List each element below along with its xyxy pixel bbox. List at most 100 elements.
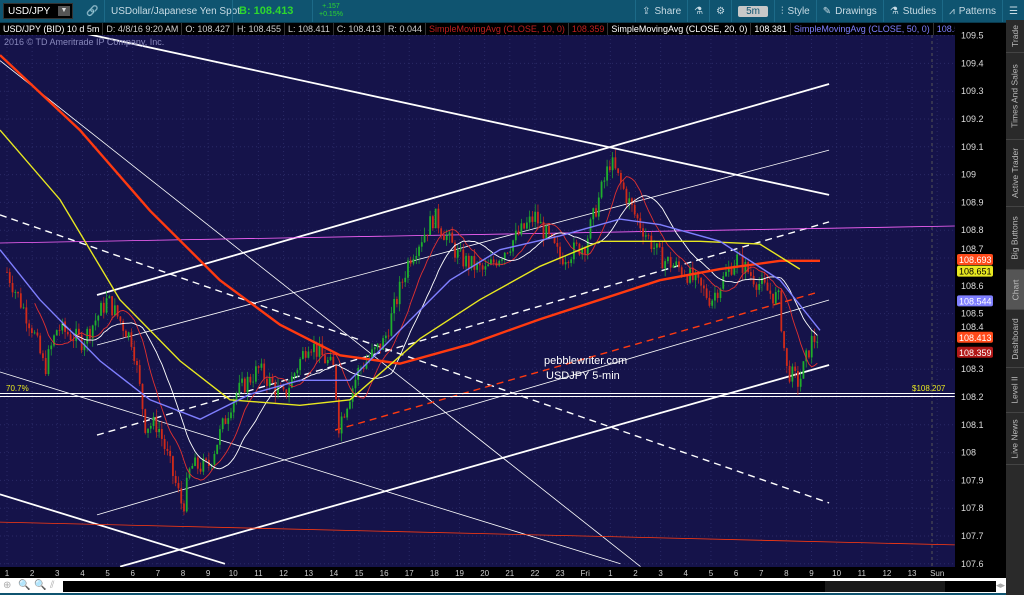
trendline [96, 83, 830, 296]
candle-body [448, 232, 451, 236]
link-icon[interactable]: 🔗 [86, 5, 99, 17]
x-tick-label: 13 [908, 569, 917, 578]
symbol-selector[interactable]: USD/JPY ▼ [3, 3, 73, 19]
candle-body [324, 355, 326, 364]
timeframe-button[interactable]: 5m [731, 0, 774, 22]
candle-body [105, 298, 108, 313]
candle-body [606, 166, 608, 181]
sma20-label[interactable]: SimpleMovingAvg (CLOSE, 20, 0) [608, 23, 752, 35]
candle-body [758, 284, 761, 290]
flask-button[interactable]: ⚗ [687, 0, 709, 22]
sma50-label[interactable]: SimpleMovingAvg (CLOSE, 50, 0) [791, 23, 934, 35]
menu-button[interactable]: ☰ [1002, 0, 1024, 22]
sidebar-tab-dashboard[interactable]: Dashboard [1006, 310, 1024, 368]
candle-body [443, 234, 445, 241]
candle-body [816, 341, 819, 343]
sidebar-tab-times-and-sales[interactable]: Times And Sales [1006, 53, 1024, 140]
candle-body [617, 168, 620, 173]
scroll-bar-area: ⊕ 🔍 🔍 ⫽ ◂▸ [0, 578, 1006, 595]
price-tag: 108.544 [957, 295, 993, 307]
candle-body [177, 482, 180, 489]
x-tick-label: 2 [633, 569, 638, 578]
drawing-tool-icon[interactable]: ⫽ [50, 580, 55, 591]
sidebar-tab-trade[interactable]: Trade [1006, 20, 1024, 53]
drawings-button[interactable]: ✎ Drawings [815, 0, 883, 22]
price-chart[interactable]: 70.7% $108.207 pebblewriter.com USDJPY 5-mi… [0, 14, 955, 568]
candle-body [409, 260, 412, 264]
candle-body [127, 332, 130, 338]
x-tick-label: 21 [505, 569, 514, 578]
candle-body [805, 350, 808, 362]
candle-body [520, 223, 523, 235]
price-axis[interactable]: 109.5 109.4 109.3 109.2 109.1 109 108.9 108.8 10… [955, 23, 1006, 578]
candle-body [235, 393, 238, 400]
y-tick-label: 108 [961, 448, 976, 458]
candle-body [138, 365, 141, 384]
candle-body [600, 181, 603, 198]
sidebar-tab-label: Dashboard [1010, 317, 1020, 360]
candle-body [810, 335, 813, 358]
symbol-description: USDollar/Japanese Yen Spot [104, 0, 240, 22]
candle-body [465, 255, 467, 267]
y-tick-label: 107.7 [961, 531, 984, 541]
candle-body [393, 298, 396, 314]
candle-body [528, 216, 531, 223]
x-tick-label: Fri [581, 569, 591, 578]
candle-body [53, 335, 55, 346]
candle-body [620, 172, 622, 183]
candle-body [100, 302, 102, 316]
candle-body [661, 247, 664, 269]
candle-body [335, 365, 337, 400]
chevron-down-icon[interactable]: ▼ [58, 6, 70, 16]
candle-body [785, 348, 788, 366]
style-button[interactable]: ⫶ Style [774, 0, 816, 22]
x-tick-label: 10 [229, 569, 238, 578]
price-tag-value: 108.693 [959, 255, 992, 265]
candle-body [434, 208, 437, 229]
candle-body [224, 418, 227, 424]
time-axis[interactable]: 1 2 3 4 5 6 7 8 9 10 11 12 13 14 15 16 17 18 19 20 21 22 23 Fri… [0, 567, 955, 578]
candle-body [28, 323, 31, 329]
candle-body [675, 261, 678, 266]
sma10-label[interactable]: SimpleMovingAvg (CLOSE, 10, 0) [426, 23, 569, 35]
candle-body [714, 292, 716, 301]
candle-body [373, 347, 376, 350]
candle-body [581, 247, 584, 255]
sidebar-tab-active-trader[interactable]: Active Trader [1006, 140, 1024, 207]
candle-body [512, 240, 514, 252]
zoom-out-icon[interactable]: 🔍 [34, 580, 47, 591]
sidebar: Trade Times And Sales Active Trader Big But… [1006, 20, 1024, 595]
sidebar-tab-chart[interactable]: Chart [1006, 270, 1024, 310]
candle-body [622, 182, 625, 189]
candle-body [418, 246, 420, 256]
zoom-in-icon[interactable]: 🔍 [18, 580, 31, 591]
candle-body [556, 242, 559, 247]
candle-body [412, 258, 415, 264]
candle-body [340, 416, 343, 434]
studies-button[interactable]: ⚗ Studies [882, 0, 942, 22]
x-tick-label: 15 [355, 569, 364, 578]
chart-plot-area[interactable]: 70.7% $108.207 pebblewriter.com USDJPY 5-mi… [0, 14, 955, 568]
crosshair-icon[interactable]: ⊕ [3, 580, 12, 591]
candle-body [313, 343, 315, 353]
y-tick-label: 109.1 [961, 142, 984, 152]
candle-body [736, 254, 738, 266]
settings-button[interactable]: ⚙ [709, 0, 731, 22]
share-button[interactable]: ⇪ Share [635, 0, 687, 22]
candle-body [575, 242, 578, 244]
x-tick-label: 1 [5, 569, 10, 578]
sidebar-tab-live-news[interactable]: Live News [1006, 413, 1024, 465]
candle-body [462, 249, 465, 267]
x-tick-label: 18 [430, 569, 439, 578]
scrollbar-thumb[interactable] [825, 581, 945, 592]
sidebar-tab-level-ii[interactable]: Level II [1006, 368, 1024, 413]
expand-icon[interactable]: ◂▸ [996, 580, 1006, 590]
sidebar-tab-big-buttons[interactable]: Big Buttons [1006, 207, 1024, 270]
patterns-button[interactable]: ⩘ Patterns [942, 0, 1002, 22]
x-tick-label: 4 [684, 569, 689, 578]
scrollbar[interactable] [63, 581, 996, 592]
candle-body [672, 265, 675, 268]
candle-body [653, 247, 656, 249]
candle-body [243, 378, 246, 393]
trendline [0, 14, 830, 196]
